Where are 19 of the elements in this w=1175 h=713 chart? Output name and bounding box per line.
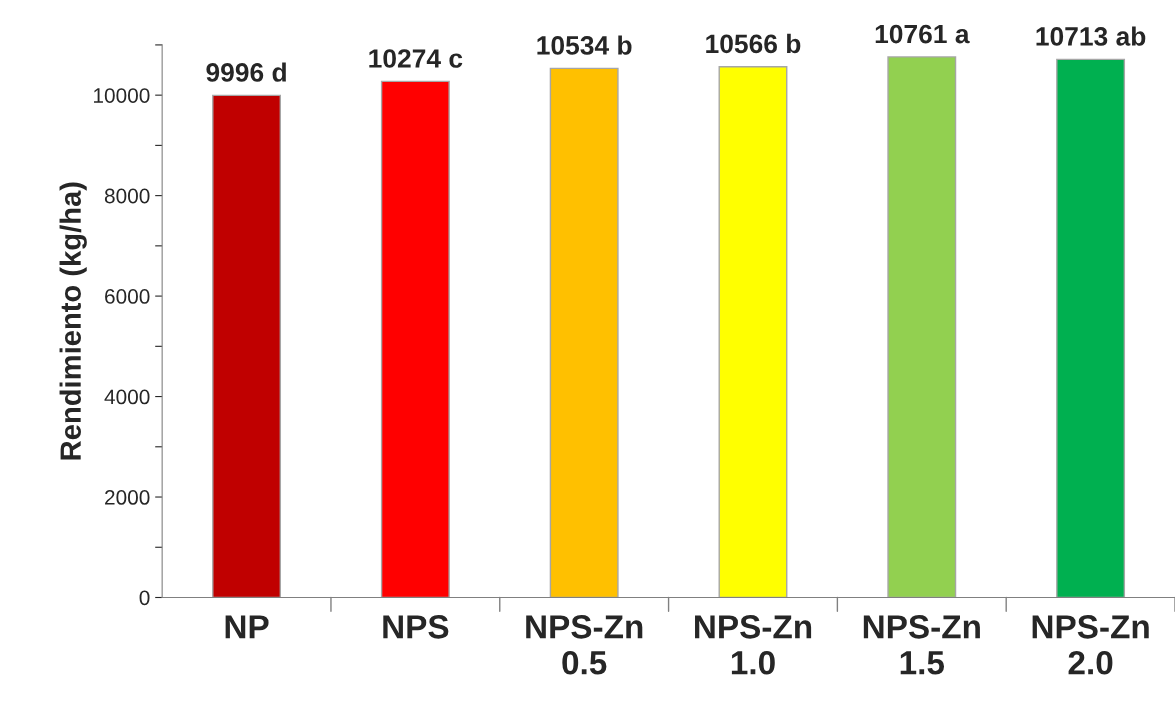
y-tick-label: 10000 xyxy=(94,88,150,103)
y-axis-title: Rendimiento (kg/ha) xyxy=(59,182,87,460)
x-tick-label: NPS-Zn 1.0 xyxy=(695,615,812,675)
x-tick-label: NPS-Zn 1.5 xyxy=(863,615,980,675)
y-tick-label: 2000 xyxy=(105,490,150,505)
data-label: 10761 a xyxy=(875,24,970,44)
data-label: 10534 b xyxy=(537,35,632,55)
x-tick-label: NPS-Zn 0.5 xyxy=(526,615,643,675)
x-tick-label: NPS xyxy=(383,615,449,639)
y-tick-label: 4000 xyxy=(104,389,150,405)
y-tick-label: 0 xyxy=(139,590,150,606)
y-tick-label: 8000 xyxy=(104,188,150,204)
x-tick-label: NPS-Zn 2.0 xyxy=(1032,615,1149,675)
data-label: 9996 d xyxy=(206,62,286,82)
data-label: 10274 c xyxy=(369,49,463,68)
data-label: 10566 b xyxy=(706,33,801,54)
data-label: 10713 ab xyxy=(1036,26,1146,46)
y-tick-label: 6000 xyxy=(105,289,150,304)
x-tick-label: NP xyxy=(225,615,269,639)
